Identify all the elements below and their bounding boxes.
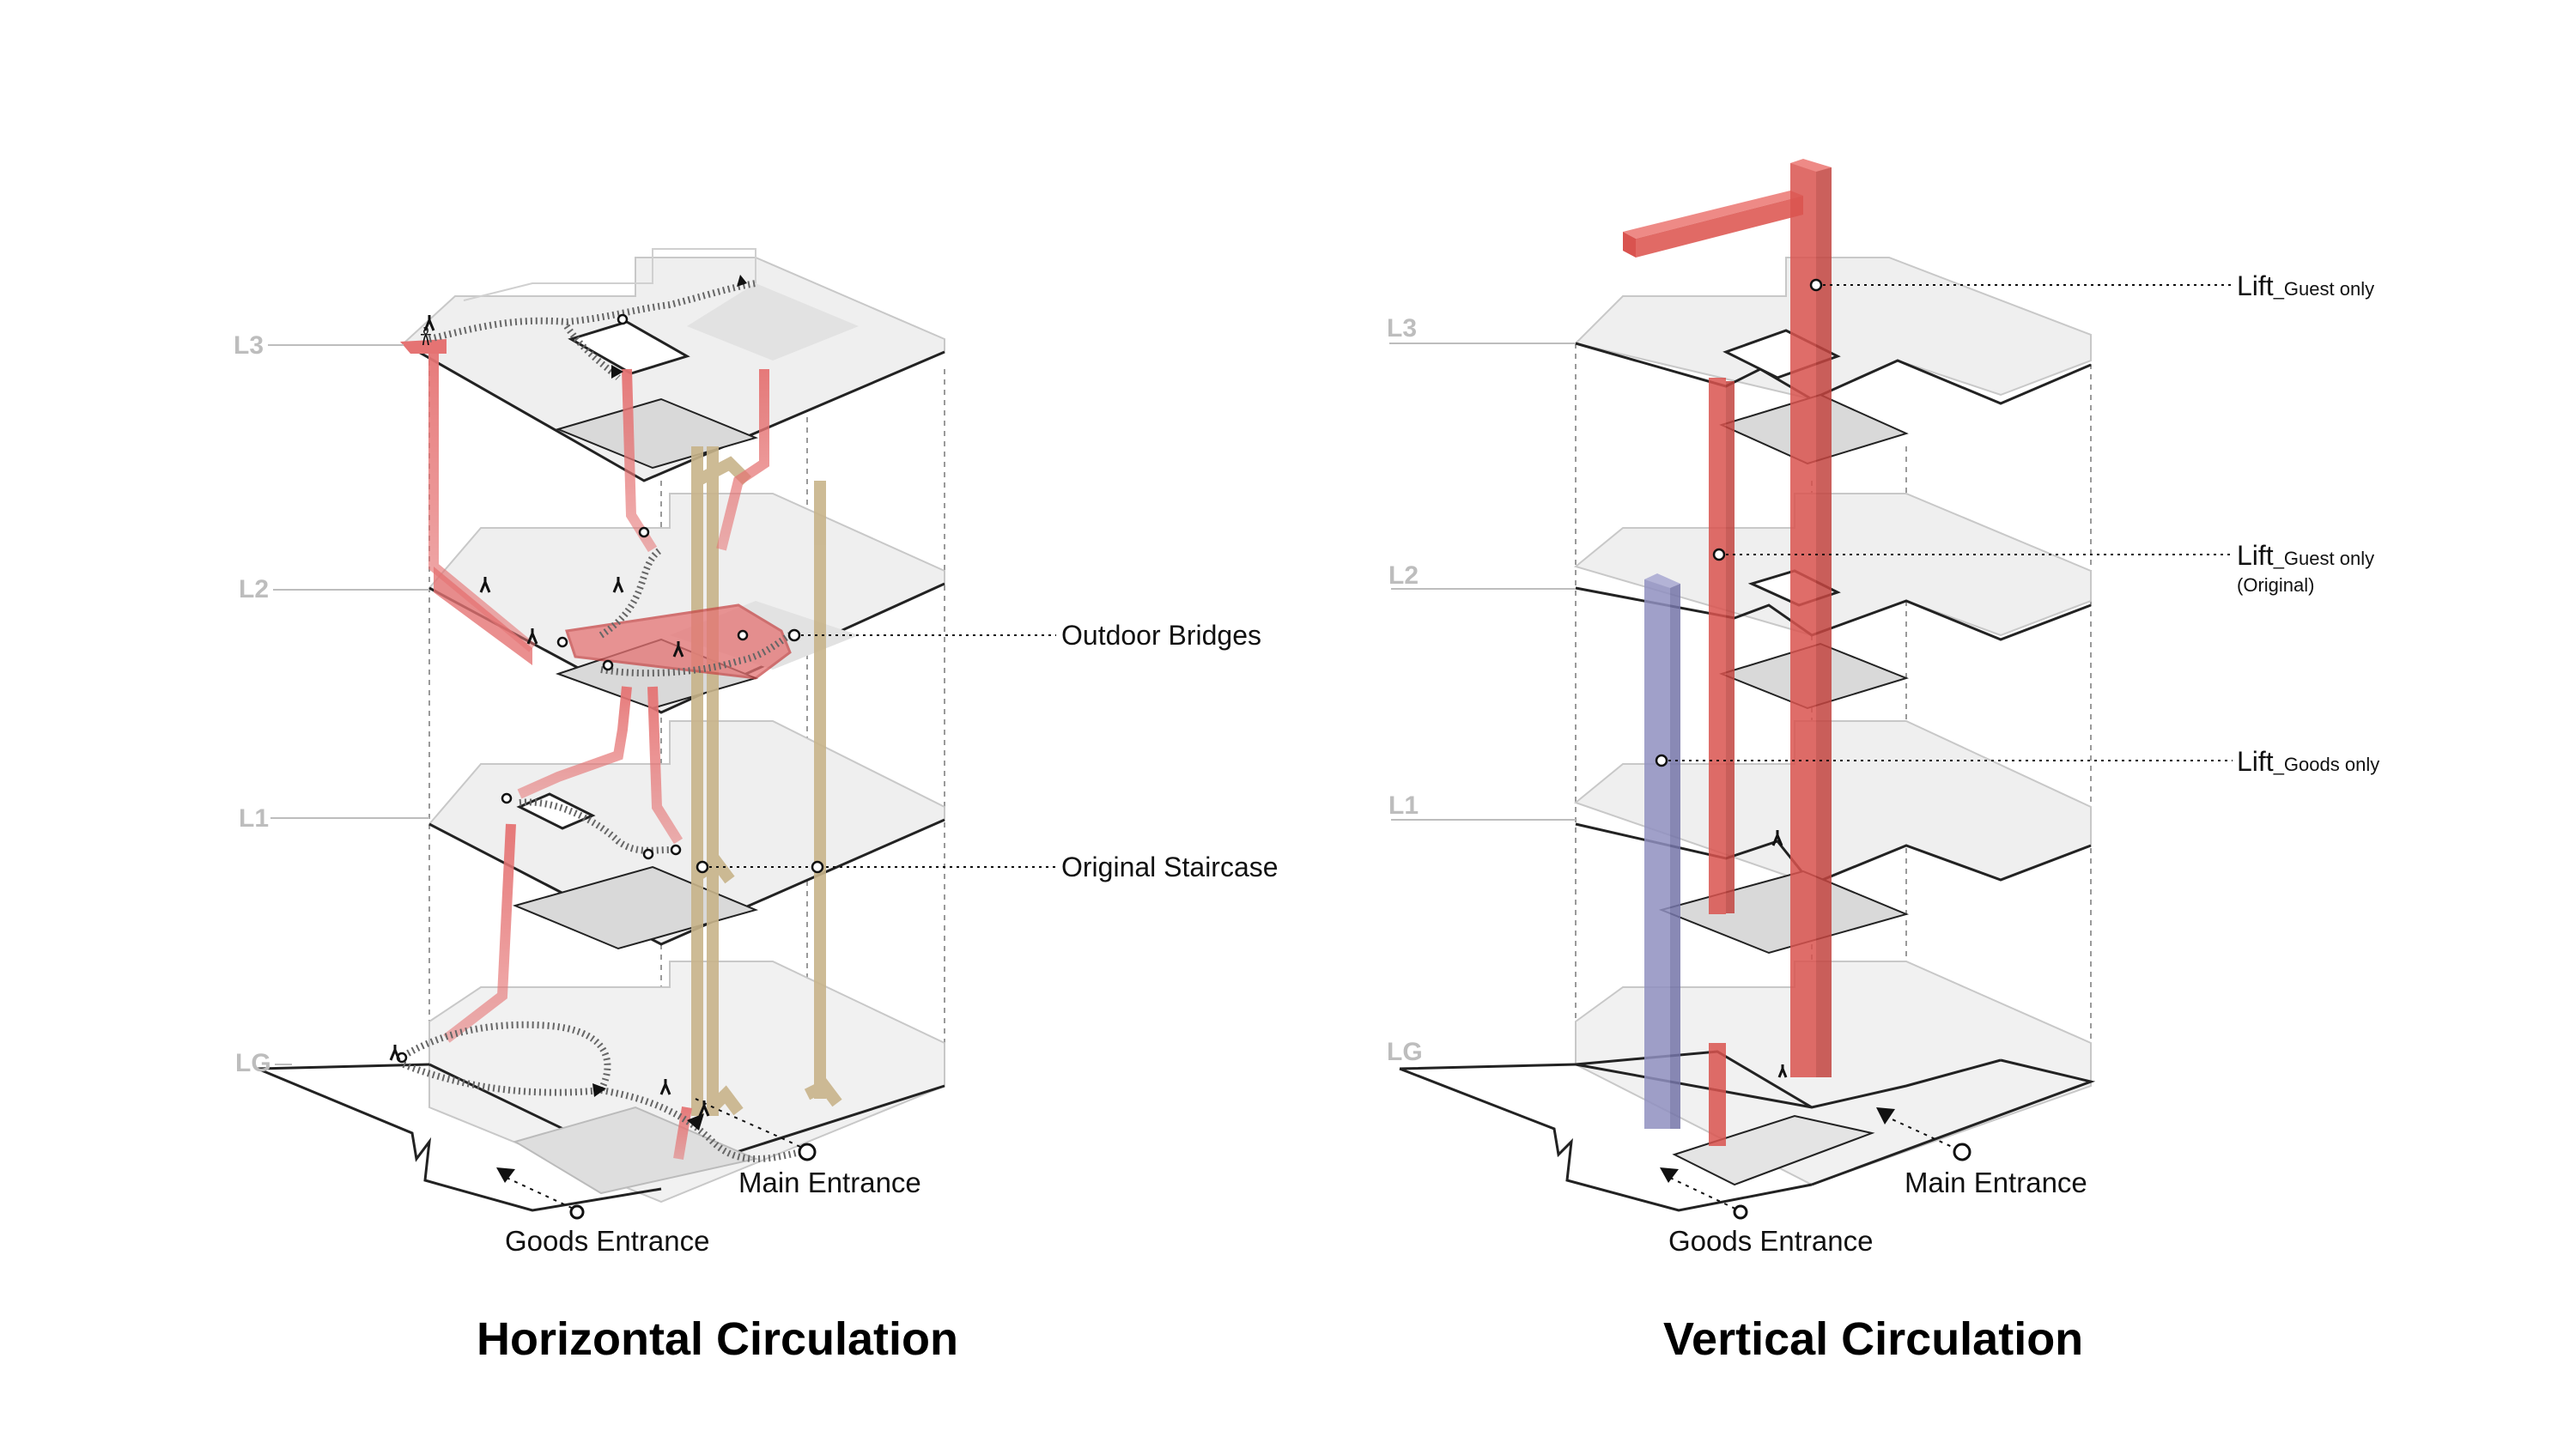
level-label: L2 [1388, 561, 1419, 590]
callout-label: Outdoor Bridges [1061, 620, 1261, 651]
level-labels-vertical: L3 L2 L1 LG [1387, 314, 1576, 1066]
callout-sublabel: _Goods only [2273, 754, 2380, 775]
person-icons: 𐀪 [419, 324, 433, 350]
callout-original-staircase: Original Staircase [696, 852, 1279, 882]
callout-outdoor-bridges: Outdoor Bridges [787, 620, 1261, 651]
level-labels-horizontal: L3 L2 L1 LG [234, 331, 429, 1077]
goods-entrance-label: Goods Entrance [505, 1225, 709, 1257]
level-label: L2 [239, 575, 269, 603]
route-arrows [592, 275, 747, 1097]
person-figures [389, 315, 710, 1117]
goods-entrance-marker: Goods Entrance [496, 1167, 709, 1257]
callout-lift-goods: Lift_Goods only [1655, 746, 2379, 777]
main-entrance-label: Main Entrance [738, 1167, 921, 1198]
main-entrance-label: Main Entrance [1905, 1167, 2087, 1198]
level-label: L3 [1387, 314, 1417, 343]
svg-text:Lift_Guest only: Lift_Guest only [2237, 540, 2374, 571]
level-label: LG [1387, 1038, 1423, 1066]
callout-sublabel: _Guest only [2273, 278, 2374, 300]
main-entrance-marker: Main Entrance [687, 1098, 921, 1198]
callout-label: Lift [2237, 746, 2274, 777]
vertical-title: Vertical Circulation [1663, 1313, 2083, 1365]
floor-l3 [1574, 257, 2092, 405]
svg-text:𐀪: 𐀪 [419, 324, 433, 350]
callout-label: Original Staircase [1061, 852, 1279, 882]
goods-entrance-marker: Goods Entrance [1660, 1167, 1873, 1257]
level-label: L1 [239, 804, 269, 833]
floor-l3 [402, 248, 945, 482]
person-figures [1771, 830, 1788, 1078]
callout-label: Lift [2237, 540, 2274, 571]
svg-text:Lift_Guest only: Lift_Guest only [2237, 270, 2374, 301]
level-label: L3 [234, 331, 264, 360]
level-label: L1 [1388, 791, 1419, 820]
lift-guest-original[interactable] [1709, 378, 1735, 1146]
vertical-diagram: L3 L2 L1 LG Lift_Guest only Lift_Guest o… [1387, 159, 2379, 1365]
goods-entrance-label: Goods Entrance [1668, 1225, 1873, 1257]
callout-sublabel: _Guest only [2273, 548, 2374, 569]
svg-text:Lift_Goods only: Lift_Goods only [2237, 746, 2379, 777]
lift-guest-new[interactable] [1623, 159, 1832, 1077]
main-entrance-marker: Main Entrance [1876, 1107, 2087, 1198]
callout-note: (Original) [2237, 574, 2314, 596]
callout-label: Lift [2237, 270, 2274, 301]
horizontal-title: Horizontal Circulation [477, 1313, 958, 1365]
mezzanine-l1 [1658, 870, 1910, 955]
callout-lift-guest-original: Lift_Guest only (Original) [1712, 540, 2374, 596]
callout-lift-guest: Lift_Guest only [1809, 270, 2374, 301]
original-staircase [691, 446, 842, 1116]
level-label: LG [235, 1049, 271, 1077]
lift-goods[interactable] [1644, 573, 1680, 1129]
horizontal-diagram: 𐀪 L3 L2 L1 LG [234, 248, 1279, 1365]
